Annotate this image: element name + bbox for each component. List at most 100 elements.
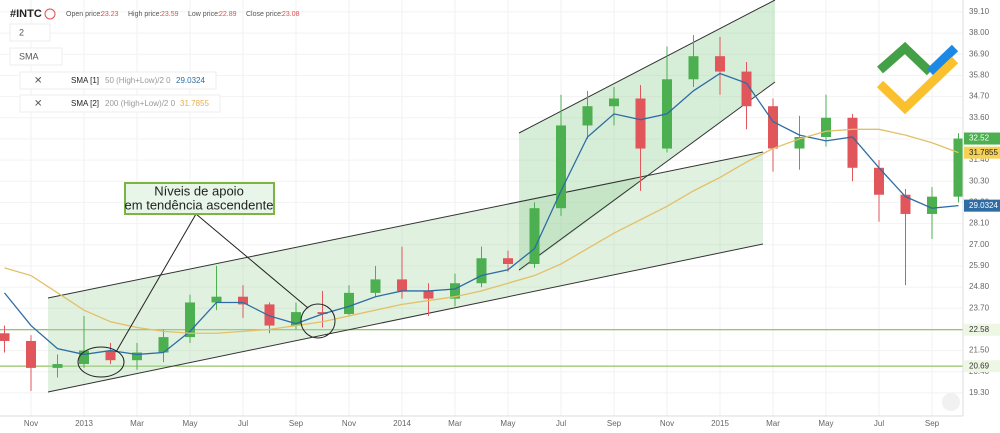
- candle-body: [900, 194, 911, 214]
- candle-body: [132, 352, 143, 361]
- candle-body: [264, 304, 275, 326]
- channel-line: [518, 0, 776, 134]
- sma-params: 50 (High+Low)/2 0: [105, 76, 171, 85]
- candle-body: [450, 283, 461, 299]
- sma-line: [4, 128, 959, 334]
- candle-body: [344, 292, 355, 315]
- x-tick-label: 2015: [711, 419, 729, 428]
- candle-body: [238, 296, 249, 305]
- ohlc-label: Close price:: [246, 11, 283, 18]
- candle-body: [291, 312, 302, 326]
- candle-body: [370, 279, 381, 293]
- price-tag: [964, 132, 1000, 145]
- axes: 39.1038.0036.9035.8034.7033.6032.5031.40…: [24, 7, 1000, 428]
- candle-body: [741, 71, 752, 107]
- x-tick-label: May: [818, 419, 833, 428]
- x-tick-label: Nov: [660, 419, 674, 428]
- indicator-row[interactable]: [19, 71, 217, 90]
- x-tick-label: May: [500, 419, 515, 428]
- price-tag-label: 32.52: [969, 134, 990, 143]
- arrow: [115, 213, 197, 353]
- x-tick-label: Jul: [238, 419, 248, 428]
- y-tick-label: 35.80: [969, 71, 990, 80]
- candle-body: [953, 138, 964, 197]
- symbol: #INTC: [10, 8, 42, 20]
- sma-name: SMA [2]: [71, 99, 99, 108]
- y-tick-label: 36.90: [969, 49, 990, 58]
- indicator-selector[interactable]: [9, 47, 63, 66]
- channel-line: [518, 81, 776, 271]
- ohlc-value: 23.23: [101, 11, 119, 18]
- x-tick-label: 2014: [393, 419, 411, 428]
- candle-body: [688, 56, 699, 80]
- candle-body: [555, 125, 566, 209]
- support-circle: [77, 346, 125, 378]
- scroll-button[interactable]: [942, 393, 960, 411]
- x-tick-label: Mar: [448, 419, 462, 428]
- y-tick-label: 24.80: [969, 282, 990, 291]
- y-tick-label: 25.90: [969, 261, 990, 270]
- candle-body: [105, 350, 116, 361]
- sma-name: SMA [1]: [71, 76, 99, 85]
- candle-body: [926, 196, 937, 214]
- y-tick-label: 27.00: [969, 240, 990, 249]
- candle-body: [608, 98, 619, 107]
- x-tick-label: Nov: [342, 419, 356, 428]
- remove-icon[interactable]: ✕: [34, 76, 42, 87]
- y-tick-label: 38.00: [969, 28, 990, 37]
- candle-body: [185, 302, 196, 338]
- ohlc-value: 23.08: [282, 11, 300, 18]
- x-tick-label: Mar: [766, 419, 780, 428]
- channel-upper: [519, 0, 775, 272]
- y-tick-label: 21.50: [969, 346, 990, 355]
- candle-body: [397, 279, 408, 291]
- candle-body: [317, 312, 328, 315]
- y-tick-label: 30.30: [969, 176, 990, 185]
- candle-body: [476, 258, 487, 284]
- y-tick-label: 28.10: [969, 219, 990, 228]
- price-tag-label: 22.58: [969, 325, 990, 334]
- x-tick-label: Jul: [874, 419, 884, 428]
- x-tick-label: Jul: [556, 419, 566, 428]
- ohlc-label: Open price:: [66, 11, 102, 18]
- plot: [0, 35, 964, 391]
- price-tag-label: 20.69: [969, 361, 990, 370]
- ohlc-value: 22.89: [219, 11, 237, 18]
- selector[interactable]: [9, 23, 51, 42]
- candle-body: [794, 136, 805, 149]
- x-tick-label: Sep: [289, 419, 304, 428]
- ohlc-value: 23.59: [161, 11, 179, 18]
- price-tag: [964, 199, 1000, 212]
- sma-params: 200 (High+Low)/2 0: [105, 99, 176, 108]
- channel-line: [47, 243, 764, 393]
- sma-value: 31.7855: [180, 99, 209, 108]
- price-tag: [964, 323, 1000, 336]
- remove-icon[interactable]: ✕: [34, 99, 42, 110]
- price-tag: [964, 360, 1000, 373]
- candle-body: [26, 340, 37, 368]
- annotation: em tendência ascendente: [125, 197, 274, 212]
- price-tag-label: 29.0324: [969, 201, 998, 210]
- y-tick-label: 34.70: [969, 92, 990, 101]
- arrow: [195, 213, 309, 309]
- candle-body: [502, 258, 513, 264]
- y-tick-label: 31.40: [969, 155, 990, 164]
- indicator-row[interactable]: [19, 94, 221, 113]
- x-tick-label: Sep: [607, 419, 622, 428]
- x-tick-label: Sep: [925, 419, 940, 428]
- y-tick-label: 33.60: [969, 113, 990, 122]
- candle-body: [820, 117, 831, 137]
- x-tick-label: Nov: [24, 419, 38, 428]
- candle-body: [423, 290, 434, 299]
- logo: [876, 41, 959, 115]
- clock-icon[interactable]: [44, 8, 56, 20]
- channel-line: [47, 151, 764, 299]
- ohlc-label: Low price:: [188, 11, 220, 18]
- candle-body: [158, 337, 169, 353]
- candle-body: [635, 98, 646, 149]
- price-tag: [964, 146, 1000, 159]
- candle-body: [847, 117, 858, 168]
- candle-body: [714, 56, 725, 72]
- candle-body: [873, 167, 884, 195]
